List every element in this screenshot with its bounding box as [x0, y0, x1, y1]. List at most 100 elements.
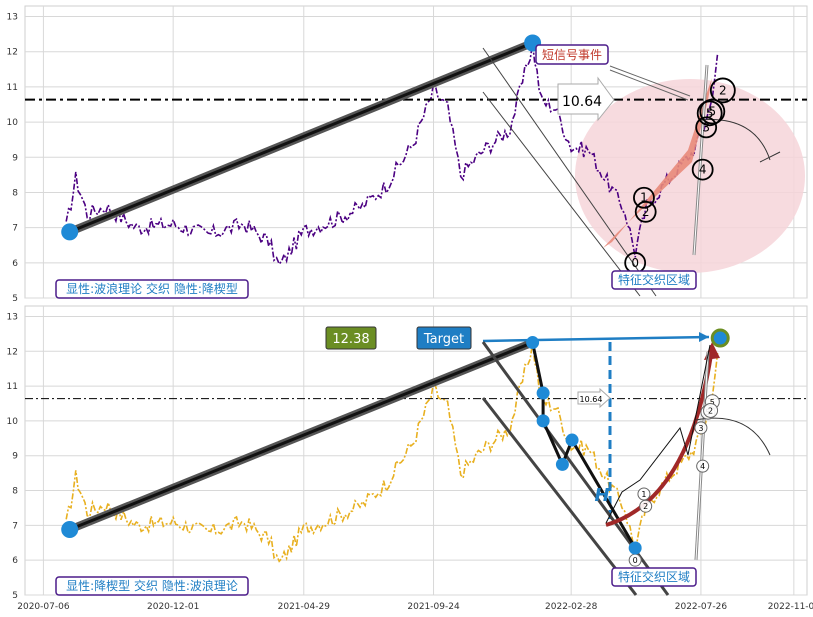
y-tick-label: 12: [7, 48, 18, 58]
y-tick-label: 11: [7, 382, 18, 392]
x-tick-label: 2022-02-28: [545, 602, 598, 612]
y-tick-label: 7: [12, 521, 18, 531]
target-value: 12.38: [332, 332, 369, 347]
wave-point-label: 1: [641, 490, 646, 499]
top-anchor-trendline-core: [68, 41, 535, 234]
wave-point-marker: [695, 116, 718, 139]
anchor-dot: [61, 521, 79, 539]
wave-point-marker: [694, 421, 708, 435]
y-tick-label: 11: [7, 83, 18, 93]
wave-point-label: 2: [708, 406, 713, 415]
zigzag-dot: [565, 433, 579, 447]
top-zone-label: 特征交织区域: [618, 272, 690, 287]
y-tick-label: 9: [12, 153, 18, 163]
wave-point-marker: [696, 459, 710, 473]
bottom-zone-label-box: [611, 567, 697, 587]
zigzag-dot: [536, 386, 550, 400]
wave-point-marker: [633, 186, 655, 209]
y-tick-label: 10: [7, 118, 19, 128]
bottom-anchor-dots: [61, 328, 730, 539]
top-hline-label-box: [557, 76, 615, 122]
x-tick-label: 2022-07-26: [675, 602, 728, 612]
wave-point-label: 5: [708, 105, 716, 119]
bottom-spike-line-inner: [695, 351, 709, 561]
top-channel-lower: [482, 91, 641, 297]
y-tick-label: 9: [12, 452, 18, 462]
wave-point-label: 4: [700, 462, 705, 471]
bottom-anchor-trendline-core: [68, 341, 535, 532]
bottom-zigzag: [531, 342, 637, 549]
zigzag-dot: [628, 541, 642, 555]
wave-point-marker: [699, 98, 726, 125]
top-wave-band: [603, 78, 712, 248]
bottom-plot-area: [24, 305, 808, 596]
h-label: H: [594, 485, 609, 506]
bottom-hline-label-box: [577, 387, 611, 409]
top-interweave-zone: [575, 79, 805, 273]
top-price-series: [65, 42, 719, 266]
event-label-box: [535, 44, 609, 65]
y-tick-label: 5: [12, 294, 18, 304]
event-pointer: [609, 65, 691, 97]
wave-point-label: 5: [710, 398, 715, 407]
y-tick-label: 13: [7, 13, 18, 23]
top-channel-upper: [482, 47, 657, 297]
wave-point-label: 3: [698, 424, 703, 433]
wave-point-marker: [703, 402, 719, 418]
wave-point-label: 1: [640, 191, 648, 205]
wave-point-marker: [639, 499, 653, 513]
x-tick-label: 2021-04-29: [278, 602, 331, 612]
target-value-box: [325, 326, 377, 350]
top-zone-label-box: [611, 270, 697, 290]
y-tick-label: 7: [12, 224, 18, 234]
top-hline-label: 10.64: [562, 94, 602, 110]
wave-point-label: 2: [719, 83, 727, 97]
y-tick-label: 12: [7, 347, 18, 357]
x-tick-label: 2022-11-09: [768, 602, 813, 612]
event-pointer-2: [609, 69, 689, 101]
top-curve-arrow: [699, 119, 771, 161]
bottom-zigzag-dots: [536, 386, 642, 555]
zigzag-dot: [555, 457, 569, 471]
wave-point-label: 0: [633, 556, 638, 565]
bottom-y-ticks: 5 6 7 8 9 10 11 12 13: [7, 312, 19, 601]
wave-point-label: 5: [706, 106, 714, 120]
bottom-wedge-lower: [481, 397, 638, 596]
top-curve-arrow-head: [759, 151, 781, 163]
bottom-legend-box: [55, 576, 249, 596]
y-tick-label: 5: [12, 591, 18, 601]
x-tick-label: 2020-12-01: [147, 602, 199, 612]
wave-point-label: 4: [699, 163, 707, 177]
anchor-dot: [710, 328, 730, 348]
x-tick-label: 2021-09-24: [407, 602, 460, 612]
x-tick-label: 2020-07-06: [17, 602, 70, 612]
bottom-zone-label: 特征交织区域: [618, 569, 690, 584]
y-tick-label: 8: [12, 487, 18, 497]
zigzag-dot: [536, 414, 550, 428]
wave-point-label: 2: [643, 502, 648, 511]
y-tick-label: 10: [7, 417, 19, 427]
target-line: [482, 335, 710, 343]
anchor-dot: [526, 336, 540, 350]
y-tick-label: 6: [12, 259, 18, 269]
y-tick-label: 6: [12, 556, 18, 566]
top-legend-box: [55, 279, 249, 299]
bottom-legend-text: 显性:降楔型 交织 隐性:波浪理论: [66, 578, 238, 593]
target-label-box: [416, 326, 472, 350]
y-tick-label: 13: [7, 312, 18, 322]
target-line-head: [699, 332, 709, 342]
top-legend-text: 显性:波浪理论 交织 隐性:降楔型: [66, 281, 238, 296]
wave-point-marker: [634, 200, 657, 223]
top-y-ticks: 5 6 7 8 9 10 11 12 13: [7, 13, 19, 304]
wave-point-label: 3: [702, 120, 710, 134]
bottom-hline-label: 10.64: [580, 395, 603, 404]
anchor-dot: [61, 223, 79, 241]
wave-point-marker: [696, 100, 723, 127]
wave-point-marker: [691, 158, 714, 181]
event-label: 短信号事件: [542, 48, 602, 62]
x-axis-ticks: 2020-07-06 2020-12-01 2021-04-29 2021-09-24…: [17, 602, 813, 612]
